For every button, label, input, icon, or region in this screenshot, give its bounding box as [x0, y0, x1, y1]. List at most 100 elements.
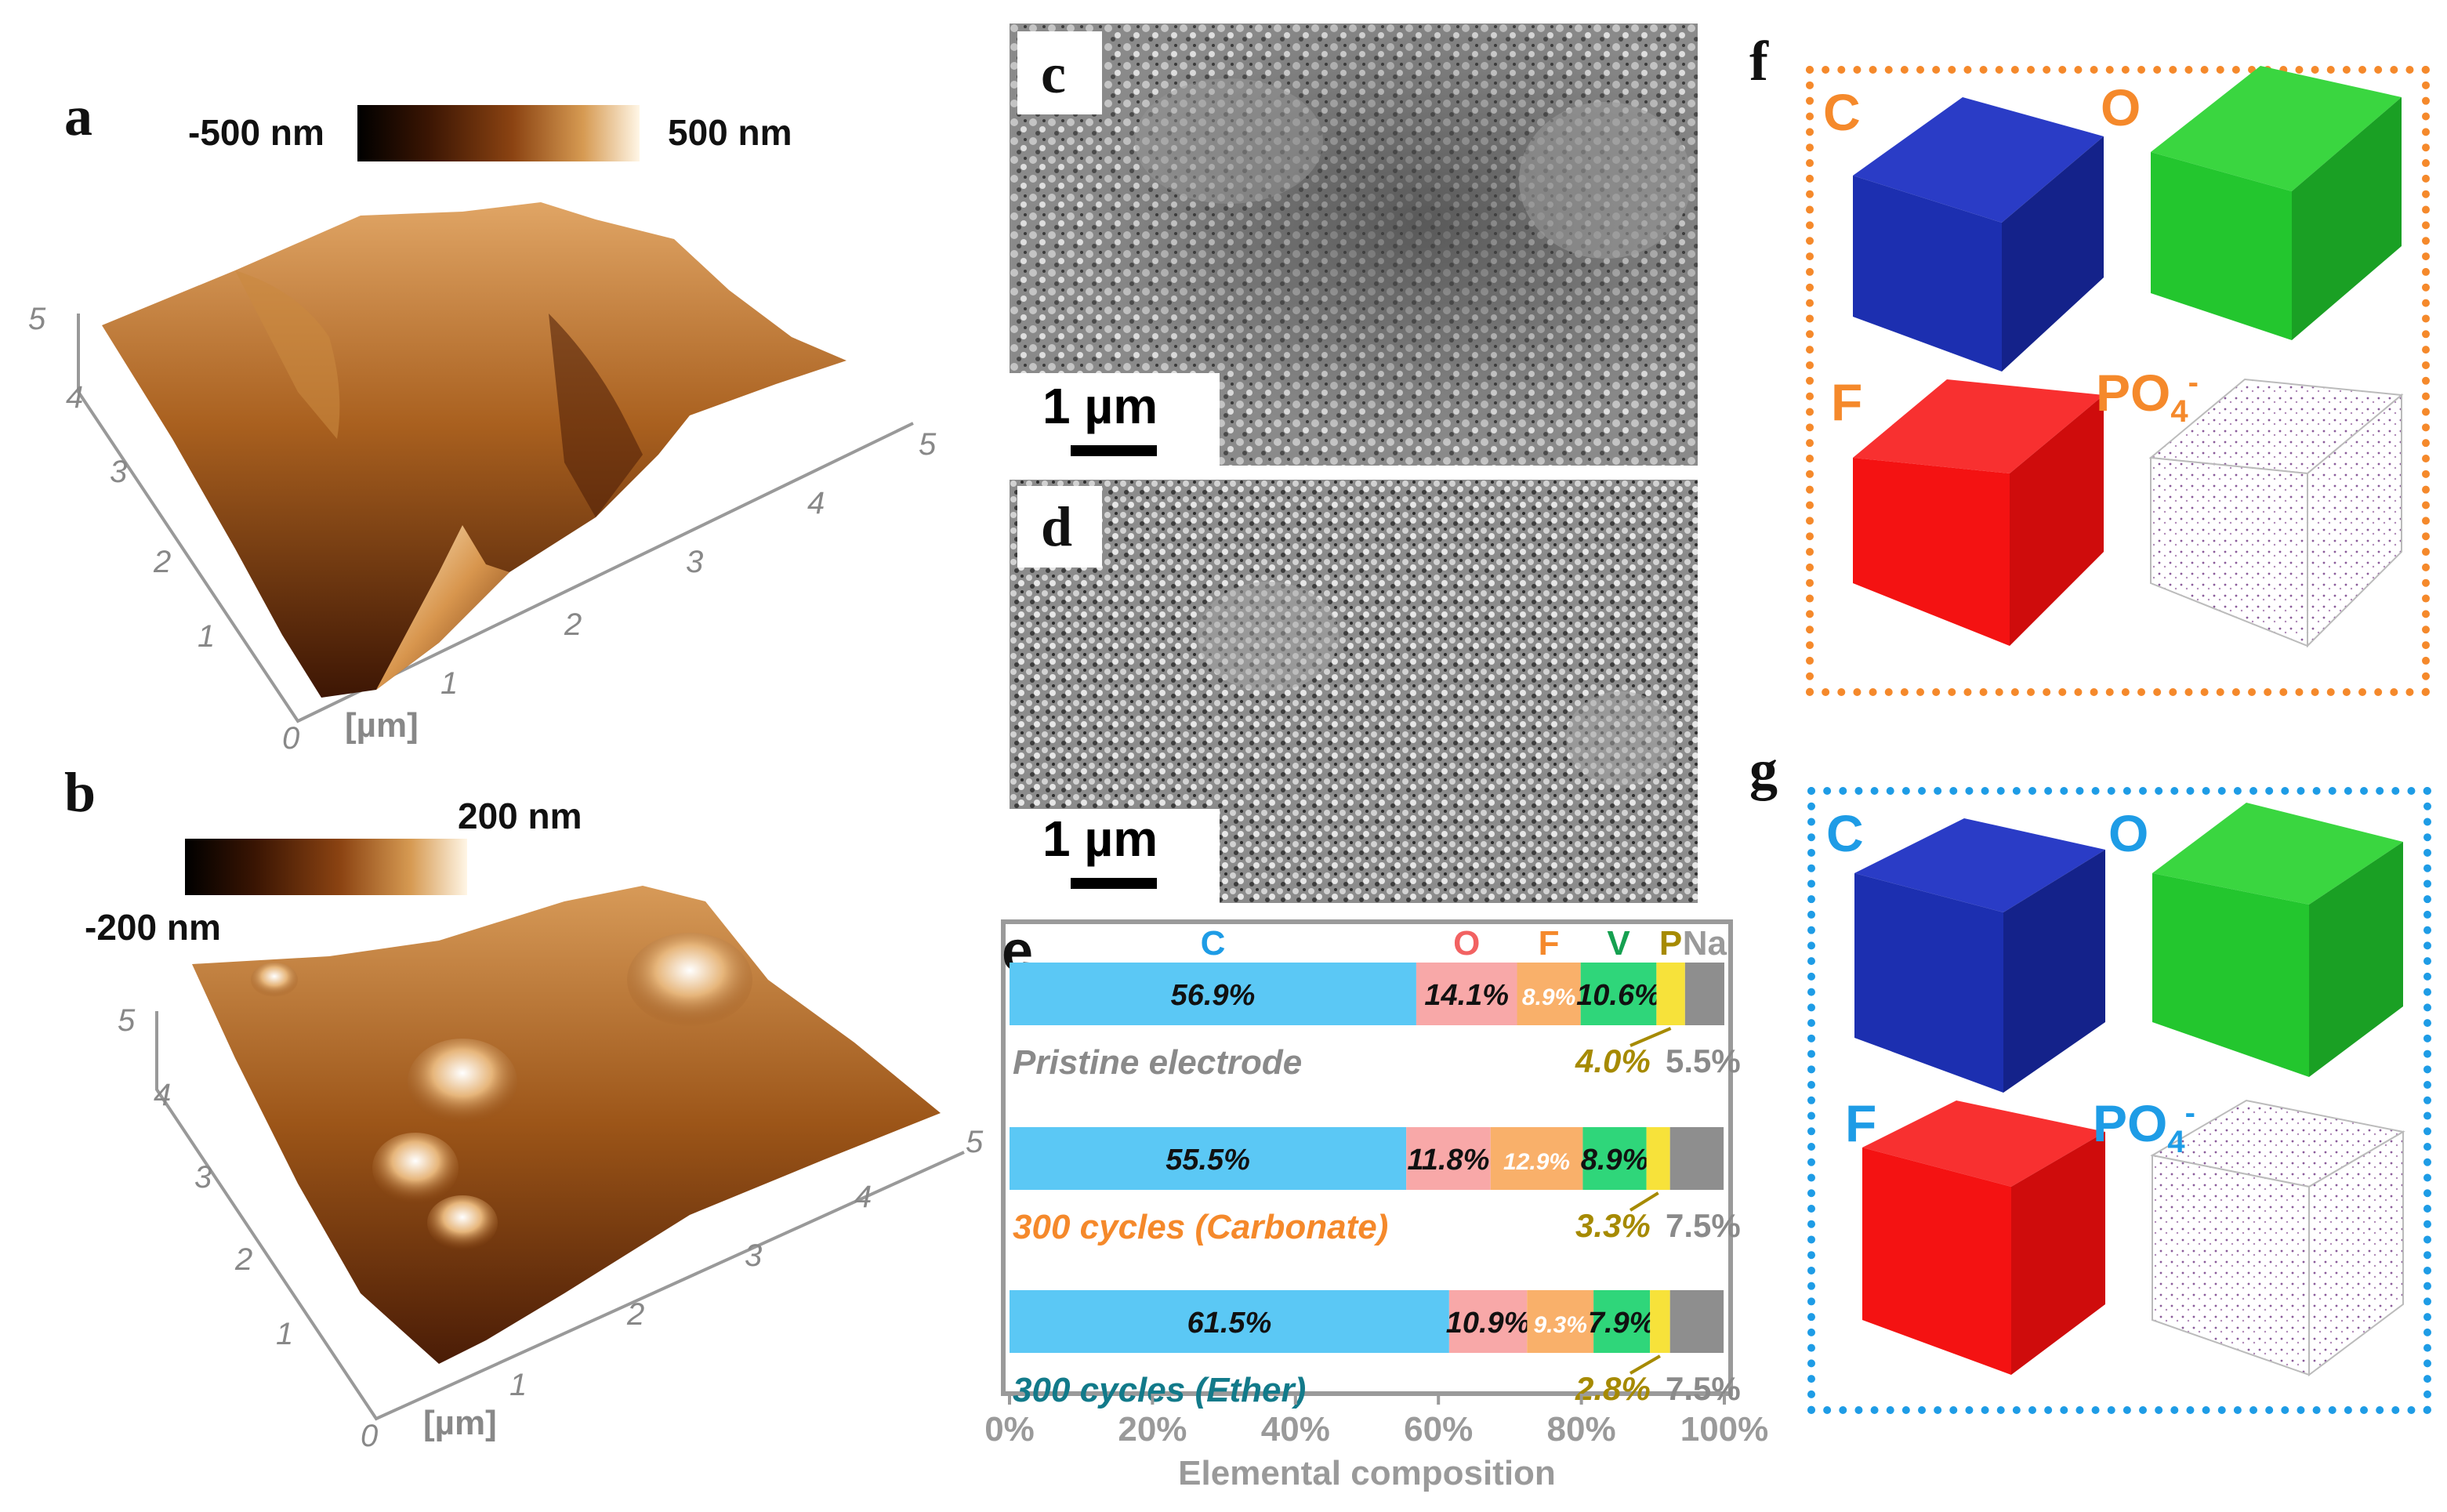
panel-e-bar-segment — [1669, 1290, 1724, 1353]
panel-a-axis-unit: [µm] — [345, 706, 419, 745]
panel-e-bar-segment — [1656, 963, 1685, 1025]
panel-g-cube-f — [1862, 1100, 2105, 1375]
panel-f-frame — [1806, 66, 2430, 696]
panel-e-data-label: 9.3% — [1534, 1312, 1587, 1338]
panel-b-surface — [192, 886, 941, 1364]
panel-a-y-tick: 2 — [153, 545, 171, 579]
panel-e-data-label: 10.9% — [1446, 1307, 1531, 1340]
panel-e-bar-segment — [1669, 1127, 1724, 1190]
panel-b-x-tick: 2 — [626, 1297, 644, 1332]
panel-b-axis-unit: [µm] — [423, 1404, 497, 1442]
panel-a-colorbar-min: -500 nm — [188, 112, 324, 153]
panel-e-series-header: O — [1453, 924, 1480, 963]
panel-e-pointer — [1629, 1191, 1659, 1212]
panel-e-data-label: 7.9% — [1588, 1307, 1656, 1340]
panel-f-element-c: C — [1823, 83, 1861, 141]
panel-d-scale-bar — [1071, 878, 1157, 889]
panel-b-label: b — [64, 761, 96, 824]
panel-b-colorbar-min: -200 nm — [85, 907, 221, 948]
panel-e-bar-segment — [1490, 1127, 1583, 1190]
panel-c-sem-texture — [1010, 24, 1698, 466]
panel-g-cubes — [1854, 803, 2405, 1376]
panel-e-x-tick-label: 20% — [1118, 1410, 1187, 1449]
panel-e-data-label: 4.0% — [1575, 1042, 1651, 1079]
panel-b-afm-plot: 0 1 2 3 4 5 1 2 3 4 5 [µm] — [118, 886, 984, 1453]
panel-a-x-tick: 5 — [919, 427, 937, 462]
panel-b-x-tick: 3 — [745, 1238, 762, 1273]
panel-e-bar-segment — [1416, 963, 1517, 1025]
panel-e-x-tick-label: 40% — [1261, 1410, 1330, 1449]
panel-e-data-label: 10.6% — [1576, 979, 1661, 1012]
panel-c-label-box — [1017, 31, 1102, 114]
panel-d-label: d — [1041, 495, 1073, 558]
panel-b-colorbar-max: 200 nm — [458, 796, 582, 836]
panel-e-data-label: 8.9% — [1522, 984, 1575, 1010]
panel-e-data-label: 5.5% — [1666, 1042, 1741, 1079]
panel-d-label-box — [1017, 486, 1102, 567]
panel-e-data-label: 8.9% — [1581, 1144, 1649, 1177]
panel-e-bar-segment — [1527, 1290, 1594, 1353]
panel-e-bar-segment — [1406, 1127, 1491, 1190]
panel-e-series-header: P — [1659, 924, 1682, 963]
panel-b-y-tick: 4 — [154, 1078, 171, 1112]
panel-g-element-po4-base: PO — [2093, 1094, 2168, 1152]
panel-d-scale-label: 1 µm — [1042, 810, 1158, 867]
panel-e-data-label: 61.5% — [1187, 1307, 1272, 1340]
panel-b-y-tick: 5 — [118, 1003, 136, 1038]
panel-f-element-po4-base: PO — [2096, 364, 2171, 422]
panel-f-element-o: O — [2101, 78, 2141, 136]
panel-a-y-ticks: 0 1 2 3 4 5 — [28, 302, 299, 756]
panel-e-data-label: 55.5% — [1165, 1144, 1250, 1177]
panel-f-cubes — [1853, 66, 2404, 648]
panel-g-element-po4-sub: 4 — [2167, 1125, 2185, 1160]
panel-e-data-label: 56.9% — [1171, 979, 1256, 1012]
panel-e-x-tick-label: 100% — [1680, 1410, 1769, 1449]
panel-a-x-tick: 3 — [686, 545, 703, 579]
panel-e-bar-segment — [1646, 1127, 1670, 1190]
panel-a-y-tick: 3 — [110, 455, 127, 489]
panel-e-series-header: Na — [1683, 924, 1727, 963]
panel-a-x-ticks: 1 2 3 4 5 — [440, 427, 937, 701]
panel-a-colorbar-max: 500 nm — [668, 112, 792, 153]
panel-e-data-label: 3.3% — [1575, 1207, 1651, 1244]
panel-e-bar-segment — [1517, 963, 1581, 1025]
panel-e-bar-segment — [1593, 1290, 1651, 1353]
panel-e-data-label: 14.1% — [1424, 979, 1509, 1012]
panel-g-element-f: F — [1845, 1094, 1877, 1152]
panel-f-cube-po4 — [2148, 378, 2404, 648]
panel-g-frame — [1807, 787, 2431, 1414]
panel-e-pointer — [1629, 1354, 1661, 1375]
panel-g-element-o: O — [2108, 804, 2149, 862]
panel-f-element-po4: PO4- — [2096, 367, 2199, 427]
panel-e-series-header: V — [1607, 924, 1630, 963]
panel-a-peak — [376, 525, 509, 690]
panel-e-bar-segment — [1448, 1290, 1528, 1353]
panel-e-data-label: 7.5% — [1666, 1207, 1741, 1244]
panel-f-cube-c — [1853, 97, 2104, 372]
panel-e-bar-segment — [1580, 963, 1657, 1025]
panel-c-label: c — [1041, 42, 1066, 105]
panel-f-element-po4-sup: - — [2188, 365, 2199, 400]
panel-b-bump — [627, 933, 752, 1027]
panel-a-y-tick: 0 — [282, 721, 299, 756]
panel-e-bar-segment — [1582, 1127, 1647, 1190]
panel-e-data-label: 7.5% — [1666, 1370, 1741, 1407]
panel-e-bar-segment — [1010, 1127, 1407, 1190]
panel-e-bar-segment — [1010, 963, 1416, 1025]
panel-b-bump — [372, 1133, 459, 1203]
panel-e-pointer — [1630, 1027, 1672, 1047]
panel-g-label: g — [1749, 738, 1778, 801]
panel-b-x-tick: 5 — [966, 1125, 984, 1159]
panel-b-bump — [427, 1195, 498, 1250]
panel-b-y-tick: 3 — [194, 1160, 212, 1195]
panel-e-category-label: 300 cycles (Ether) — [1013, 1371, 1306, 1409]
panel-c-scale-label: 1 µm — [1042, 378, 1158, 434]
panel-b-x-ticks: 1 2 3 4 5 — [509, 1125, 984, 1402]
panel-a-y-tick: 1 — [198, 619, 215, 654]
panel-a-x-tick: 2 — [564, 607, 582, 642]
panel-e-x-tick-label: 80% — [1547, 1410, 1616, 1449]
panel-b-axes-frame — [155, 1011, 965, 1421]
panel-a-y-tick: 4 — [66, 380, 83, 415]
panel-g-cube-c — [1854, 818, 2105, 1093]
